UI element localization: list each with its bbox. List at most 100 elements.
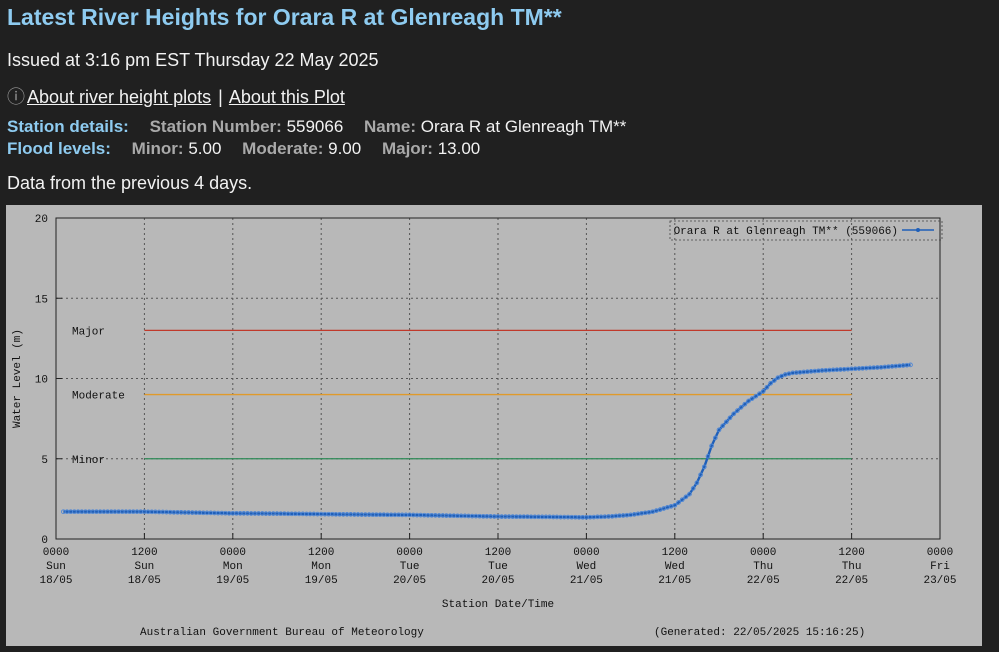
x-tick-label: 0000 Sun 18/05 bbox=[39, 547, 72, 587]
footer-generated: (Generated: 22/05/2025 15:16:25) bbox=[654, 627, 865, 639]
data-point bbox=[771, 378, 777, 383]
y-tick-label: 5 bbox=[41, 455, 48, 467]
x-axis-label: Station Date/Time bbox=[442, 599, 554, 611]
data-point bbox=[709, 443, 714, 449]
y-tick-label: 0 bbox=[41, 535, 48, 547]
threshold-label-major: Major bbox=[72, 326, 105, 338]
x-tick-time: 1200 bbox=[838, 547, 864, 559]
data-point bbox=[716, 427, 722, 433]
x-tick-day: Mon bbox=[223, 561, 243, 573]
data-point bbox=[672, 502, 678, 508]
station-number-label: Station Number: bbox=[149, 117, 282, 136]
about-river-height-plots-link[interactable]: About river height plots bbox=[27, 87, 212, 107]
station-details-label: Station details: bbox=[7, 117, 129, 136]
x-tick-date: 19/05 bbox=[216, 575, 249, 587]
data-point bbox=[738, 405, 744, 410]
data-point bbox=[676, 500, 681, 505]
x-tick-time: 1200 bbox=[308, 547, 334, 559]
x-tick-time: 1200 bbox=[485, 547, 511, 559]
x-tick-date: 18/05 bbox=[128, 575, 161, 587]
series-line bbox=[63, 363, 911, 519]
major-value: 13.00 bbox=[437, 139, 481, 158]
y-tick-label: 15 bbox=[35, 294, 48, 306]
x-tick-time: 0000 bbox=[396, 547, 422, 559]
data-point bbox=[757, 391, 762, 397]
x-tick-label: 1200 Thu 22/05 bbox=[835, 547, 868, 587]
legend-box bbox=[669, 220, 943, 241]
x-tick-label: 0000 Wed 21/05 bbox=[570, 547, 603, 587]
station-name-value: Orara R at Glenreagh TM** bbox=[420, 117, 627, 136]
station-number-value: 559066 bbox=[286, 117, 344, 136]
station-details-row: Station details: Station Number: 559066 … bbox=[7, 117, 626, 137]
data-point bbox=[712, 435, 718, 441]
x-tick-date: 19/05 bbox=[305, 575, 338, 587]
x-tick-time: 1200 bbox=[662, 547, 688, 559]
x-tick-day: Tue bbox=[488, 561, 508, 573]
issued-time: Issued at 3:16 pm EST Thursday 22 May 20… bbox=[7, 50, 379, 70]
x-tick-date: 18/05 bbox=[39, 575, 72, 587]
data-point bbox=[749, 396, 755, 401]
data-point bbox=[690, 486, 696, 491]
data-point bbox=[701, 464, 707, 470]
page-title: Latest River Heights for Orara R at Glen… bbox=[7, 4, 562, 30]
x-tick-date: 20/05 bbox=[393, 575, 426, 587]
x-tick-time: 0000 bbox=[927, 547, 953, 559]
x-tick-day: Mon bbox=[311, 561, 331, 573]
x-tick-day: Wed bbox=[576, 561, 596, 573]
data-point bbox=[742, 401, 748, 407]
x-tick-date: 21/05 bbox=[570, 575, 603, 587]
data-point bbox=[724, 419, 729, 425]
threshold-label-minor: Minor bbox=[72, 455, 105, 467]
flood-levels-label: Flood levels: bbox=[7, 139, 111, 158]
data-point bbox=[694, 480, 700, 486]
moderate-value: 9.00 bbox=[328, 139, 362, 158]
data-point bbox=[746, 398, 751, 404]
data-point bbox=[720, 423, 726, 429]
data-point bbox=[687, 491, 692, 497]
x-tick-label: 1200 Mon 19/05 bbox=[305, 547, 338, 587]
river-height-plot: Major Moderate Minor 0 5 10 15 20 0000 Sun 18/05… bbox=[6, 205, 982, 646]
x-tick-date: 22/05 bbox=[747, 575, 780, 587]
flood-threshold-lines: Major Moderate Minor bbox=[72, 326, 852, 467]
data-point bbox=[727, 415, 733, 421]
data-point bbox=[753, 393, 759, 399]
x-tick-time: 0000 bbox=[750, 547, 776, 559]
x-tick-label: 0000 Tue 20/05 bbox=[393, 547, 426, 587]
x-tick-label: 0000 Mon 19/05 bbox=[216, 547, 249, 587]
x-tick-label: 0000 Thu 22/05 bbox=[747, 547, 780, 587]
y-tick-label: 10 bbox=[35, 375, 48, 387]
x-tick-date: 21/05 bbox=[658, 575, 691, 587]
x-tick-time: 0000 bbox=[43, 547, 69, 559]
major-label: Major: bbox=[381, 139, 433, 158]
x-tick-time: 0000 bbox=[220, 547, 246, 559]
about-this-plot-link[interactable]: About this Plot bbox=[228, 87, 345, 107]
data-point bbox=[779, 373, 784, 379]
grid-lines bbox=[56, 218, 940, 539]
x-tick-date: 22/05 bbox=[835, 575, 868, 587]
x-tick-time: 0000 bbox=[573, 547, 599, 559]
data-point bbox=[731, 411, 737, 417]
x-tick-date: 20/05 bbox=[481, 575, 514, 587]
x-tick-label: 0000 Fri 23/05 bbox=[923, 547, 956, 587]
minor-label: Minor: bbox=[131, 139, 184, 158]
moderate-label: Moderate: bbox=[242, 139, 324, 158]
data-point bbox=[679, 497, 685, 503]
x-tick-date: 23/05 bbox=[923, 575, 956, 587]
minor-value: 5.00 bbox=[188, 139, 222, 158]
data-period-note: Data from the previous 4 days. bbox=[7, 173, 253, 193]
x-tick-day: Sun bbox=[46, 561, 66, 573]
y-tick-label: 20 bbox=[35, 214, 48, 226]
x-tick-label: 1200 Tue 20/05 bbox=[481, 547, 514, 587]
data-point bbox=[908, 362, 913, 368]
threshold-label-moderate: Moderate bbox=[72, 391, 125, 403]
y-axis-ticks: 0 5 10 15 20 bbox=[35, 214, 62, 547]
data-point bbox=[775, 375, 781, 381]
data-point bbox=[683, 494, 689, 500]
x-tick-day: Thu bbox=[753, 561, 773, 573]
data-point bbox=[768, 380, 773, 386]
data-point bbox=[705, 453, 711, 459]
legend: Orara R at Glenreagh TM** (559066) bbox=[669, 220, 943, 241]
legend-label: Orara R at Glenreagh TM** (559066) bbox=[674, 226, 898, 238]
series-group bbox=[61, 362, 913, 520]
